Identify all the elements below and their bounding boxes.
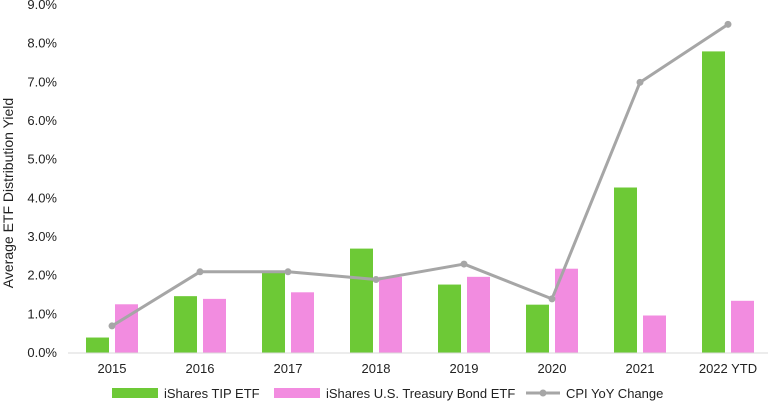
bar-tip-2020: [526, 304, 549, 353]
x-tick-label: 2016: [186, 361, 215, 376]
x-tick-label: 2021: [626, 361, 655, 376]
bar-marks: [86, 51, 754, 354]
bar-tip-2015: [86, 337, 109, 353]
bar-tip-2022-ytd: [702, 51, 725, 354]
cpi-point: [196, 268, 204, 276]
cpi-line: [108, 20, 732, 330]
x-tick-label: 2020: [538, 361, 567, 376]
x-tick-label: 2022 YTD: [699, 361, 757, 376]
bar-tip-2016: [174, 296, 197, 353]
x-tick-label: 2019: [450, 361, 479, 376]
x-tick-label: 2017: [274, 361, 303, 376]
cpi-point: [636, 78, 644, 86]
y-axis-ticks: 0.0% 1.0% 2.0% 3.0% 4.0% 5.0% 6.0% 7.0% 8.0% 9.0%: [27, 0, 57, 360]
y-tick-label: 6.0%: [27, 113, 57, 128]
x-axis-ticks: 2015 2016 2017 2018 2019 2020 2021 2022 YTD: [98, 361, 758, 376]
bar-tip-2018: [350, 248, 373, 353]
y-tick-label: 5.0%: [27, 152, 57, 167]
x-tick-label: 2018: [362, 361, 391, 376]
bar-treasury-2016: [203, 298, 226, 353]
bar-treasury-2019: [467, 276, 490, 353]
cpi-point: [548, 295, 556, 303]
bar-treasury-2018: [379, 276, 402, 353]
legend-marker: [539, 389, 547, 397]
legend-label: iShares TIP ETF: [164, 386, 260, 401]
y-tick-label: 0.0%: [27, 345, 57, 360]
legend-swatch: [274, 388, 320, 398]
y-tick-label: 1.0%: [27, 306, 57, 321]
cpi-point: [108, 322, 116, 330]
bar-treasury-2017: [291, 292, 314, 353]
y-tick-label: 3.0%: [27, 229, 57, 244]
legend-label: iShares U.S. Treasury Bond ETF: [326, 386, 515, 401]
bar-treasury-2020: [555, 268, 578, 353]
y-tick-label: 4.0%: [27, 190, 57, 205]
y-tick-label: 9.0%: [27, 0, 57, 12]
bar-treasury-2022-ytd: [731, 300, 754, 353]
bar-tip-2017: [262, 271, 285, 353]
legend: iShares TIP ETF iShares U.S. Treasury Bon…: [112, 386, 663, 401]
bar-treasury-2021: [643, 315, 666, 353]
y-tick-label: 2.0%: [27, 268, 57, 283]
cpi-point: [724, 20, 732, 28]
cpi-point: [372, 276, 380, 284]
y-axis-label: Average ETF Distribution Yield: [0, 98, 16, 288]
legend-swatch: [112, 388, 158, 398]
cpi-point: [460, 260, 468, 268]
y-tick-label: 7.0%: [27, 74, 57, 89]
bar-treasury-2015: [115, 304, 138, 353]
legend-label: CPI YoY Change: [566, 386, 663, 401]
bar-tip-2019: [438, 284, 461, 353]
x-tick-label: 2015: [98, 361, 127, 376]
bar-tip-2021: [614, 187, 637, 353]
cpi-line-path: [111, 23, 729, 328]
cpi-point: [284, 268, 292, 276]
y-tick-label: 8.0%: [27, 36, 57, 51]
